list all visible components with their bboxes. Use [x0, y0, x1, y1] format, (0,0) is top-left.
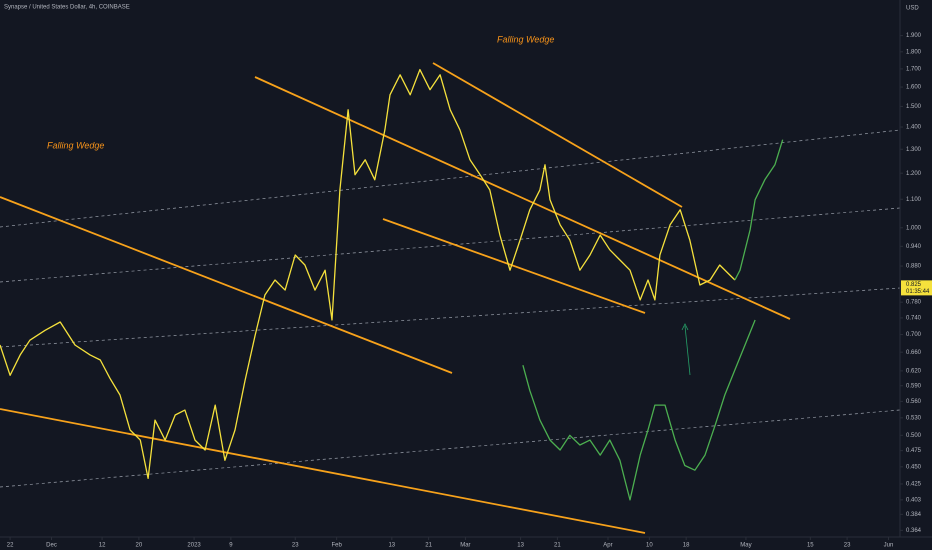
dashed-line [0, 409, 901, 488]
y-tick-label: 1.100 [906, 197, 922, 203]
x-tick-label: 21 [425, 543, 432, 549]
y-tick-label: 1.700 [906, 66, 922, 72]
trend-line [0, 408, 646, 534]
x-tick-label: 15 [807, 543, 814, 549]
y-tick-label: 0.450 [906, 464, 922, 470]
trend-line [432, 62, 683, 208]
countdown-label: 01:35:44 [906, 289, 930, 295]
y-tick-label: 1.000 [906, 225, 922, 231]
y-tick-label: 0.700 [906, 332, 922, 338]
arrow [684, 325, 691, 376]
last-price-tag [901, 280, 932, 296]
x-tick-label: May [740, 543, 751, 549]
x-tick-label: 12 [99, 543, 106, 549]
y-tick-label: 1.200 [906, 171, 922, 177]
x-tick-label: Mar [460, 543, 470, 549]
price-line [0, 68, 736, 480]
y-tick-label: 0.530 [906, 415, 922, 421]
x-tick-label: Dec [46, 543, 57, 549]
y-tick-label: 0.384 [906, 512, 922, 518]
y-tick-label: 0.403 [906, 497, 922, 503]
y-tick-label: 0.780 [906, 300, 922, 306]
y-tick-label: 1.600 [906, 85, 922, 91]
y-tick-label: 0.364 [906, 528, 922, 534]
y-tick-label: 0.740 [906, 316, 922, 322]
y-tick-label: 0.940 [906, 244, 922, 250]
chart-title: Synapse / United States Dollar, 4h, COIN… [4, 5, 130, 11]
x-tick-label: 13 [517, 543, 524, 549]
x-tick-label: 23 [844, 543, 851, 549]
x-tick-label: 9 [229, 543, 233, 549]
x-tick-label: 13 [388, 543, 395, 549]
y-tick-label: 0.500 [906, 433, 922, 439]
y-tick-label: 0.880 [906, 264, 922, 270]
last-price-label: 0.825 [906, 282, 922, 288]
price-line [734, 139, 784, 281]
y-tick-label: 1.900 [906, 33, 922, 39]
dashed-line [0, 129, 901, 228]
x-tick-label: 21 [554, 543, 561, 549]
price-line [522, 319, 756, 501]
annotation: Falling Wedge [47, 140, 104, 150]
currency-label: USD [906, 6, 919, 12]
y-tick-label: 1.800 [906, 49, 922, 55]
drawings [0, 62, 901, 534]
x-tick-label: 20 [136, 543, 143, 549]
dashed-line [0, 207, 901, 283]
x-tick-label: 23 [292, 543, 299, 549]
x-tick-label: Apr [603, 543, 612, 549]
y-tick-label: 0.590 [906, 383, 922, 389]
x-tick-label: Feb [331, 543, 342, 549]
y-tick-label: 0.560 [906, 399, 922, 405]
annotation: Falling Wedge [497, 34, 554, 44]
trend-line [382, 218, 646, 314]
y-tick-label: 1.300 [906, 147, 922, 153]
dashed-line [0, 287, 901, 348]
y-tick-label: 0.425 [906, 482, 922, 488]
trend-line [0, 196, 453, 374]
x-tick-label: Jun [884, 543, 894, 549]
y-tick-label: 0.660 [906, 350, 922, 356]
y-tick-label: 0.475 [906, 448, 922, 454]
y-tick-label: 1.400 [906, 125, 922, 131]
y-tick-label: 0.620 [906, 368, 922, 374]
x-tick-label: 2023 [187, 543, 201, 549]
x-tick-label: 18 [683, 543, 690, 549]
x-tick-label: 10 [646, 543, 653, 549]
x-tick-label: 22 [7, 543, 14, 549]
arrow-head [681, 323, 689, 331]
y-tick-label: 1.500 [906, 104, 922, 110]
trend-line [254, 76, 791, 320]
